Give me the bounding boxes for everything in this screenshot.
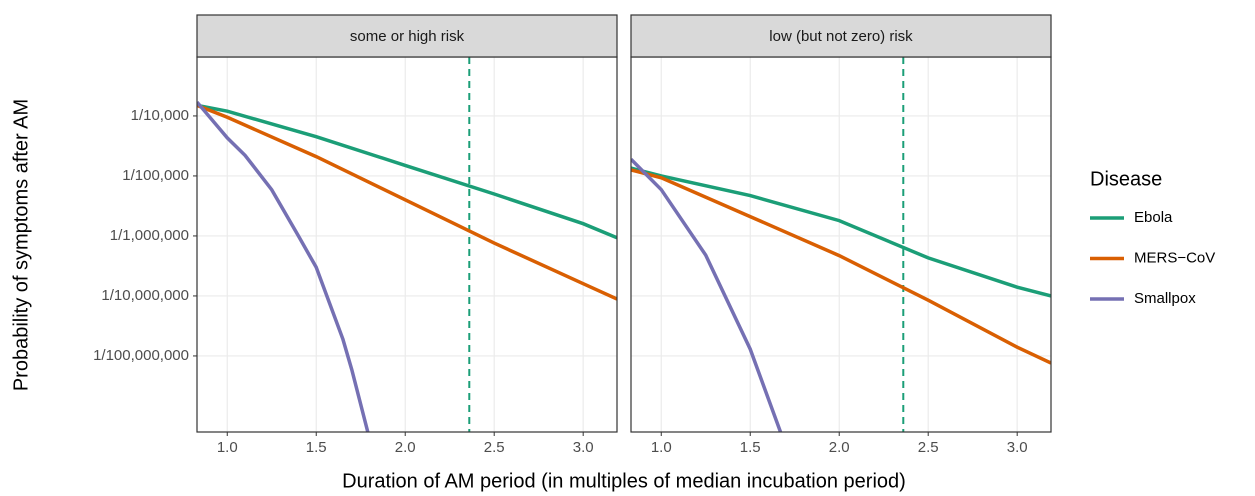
- x-tick-label: 3.0: [1007, 439, 1028, 456]
- x-tick-label: 1.0: [217, 439, 238, 456]
- strip-title: some or high risk: [350, 28, 465, 45]
- series-line: [197, 100, 370, 432]
- legend-label: Smallpox: [1134, 290, 1196, 307]
- strip: [196, 14, 618, 58]
- x-tick-label: 2.0: [395, 439, 416, 456]
- legend-label: MERS−CoV: [1134, 249, 1215, 266]
- panel-bg: [197, 57, 617, 432]
- strip-title: low (but not zero) risk: [769, 28, 913, 45]
- series-line: [631, 166, 1051, 298]
- series-line: [197, 103, 617, 301]
- x-tick-label: 3.0: [573, 439, 594, 456]
- series-line: [197, 103, 617, 240]
- legend-title: Disease: [1090, 168, 1162, 190]
- y-axis-title: Probability of symptoms after AM: [10, 99, 32, 391]
- y-tick-label: 1/100,000,000: [93, 347, 189, 364]
- x-tick-label: 2.5: [484, 439, 505, 456]
- series-line: [631, 157, 783, 432]
- legend-label: Ebola: [1134, 209, 1173, 226]
- strip: [630, 14, 1052, 58]
- x-tick-label: 2.5: [918, 439, 939, 456]
- y-tick-label: 1/10,000,000: [101, 287, 189, 304]
- x-tick-label: 1.0: [651, 439, 672, 456]
- y-tick-label: 1/1,000,000: [110, 227, 189, 244]
- x-tick-label: 1.5: [740, 439, 761, 456]
- x-axis-title: Duration of AM period (in multiples of m…: [342, 470, 906, 492]
- panel-bg: [631, 57, 1051, 432]
- x-tick-label: 2.0: [829, 439, 850, 456]
- y-tick-label: 1/100,000: [122, 167, 189, 184]
- x-tick-label: 1.5: [306, 439, 327, 456]
- y-tick-label: 1/10,000: [131, 107, 189, 124]
- series-line: [631, 168, 1051, 365]
